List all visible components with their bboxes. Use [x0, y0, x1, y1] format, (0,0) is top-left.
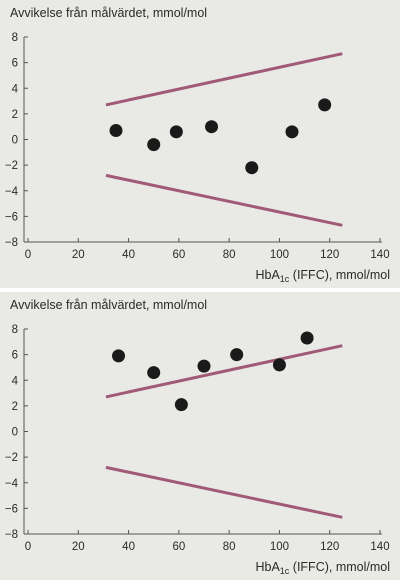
- data-point: [147, 366, 161, 380]
- lower-limit-line: [105, 173, 343, 227]
- x-tick-label: 0: [25, 249, 31, 261]
- y-tick-label: −8: [5, 529, 18, 541]
- x-tick-label: 60: [172, 249, 185, 261]
- x-tick-label: 100: [270, 541, 289, 553]
- x-tick-label: 20: [72, 249, 85, 261]
- y-tick-label: −6: [5, 503, 18, 515]
- x-tick-label: 120: [320, 541, 339, 553]
- x-tick-label: 120: [320, 249, 339, 261]
- x-axis-label: HbA1c (IFFC), mmol/mol: [255, 560, 390, 576]
- x-tick-label: 60: [172, 541, 185, 553]
- data-point: [205, 120, 219, 134]
- data-point: [272, 358, 286, 372]
- data-point: [147, 138, 161, 152]
- y-tick-label: 4: [12, 375, 19, 387]
- x-tick-label: 20: [72, 541, 85, 553]
- x-tick-label: 100: [270, 249, 289, 261]
- x-axis-label-sub: 1c: [280, 566, 290, 576]
- chart-top: Avvikelse från målvärdet, mmol/mol86420−…: [5, 6, 390, 284]
- panel-divider: [0, 288, 400, 292]
- y-tick-label: −6: [5, 211, 18, 223]
- y-tick-label: 4: [12, 83, 19, 95]
- upper-limit-line: [105, 52, 343, 107]
- lower-limit-line: [105, 465, 343, 519]
- data-point: [112, 349, 126, 363]
- data-point: [197, 359, 211, 373]
- x-tick-label: 140: [370, 249, 389, 261]
- y-tick-label: 8: [12, 324, 18, 336]
- y-tick-label: 8: [12, 32, 18, 44]
- chart-bottom: Avvikelse från målvärdet, mmol/mol86420−…: [5, 298, 390, 576]
- y-tick-label: 2: [12, 401, 18, 413]
- x-axis-label-main: HbA: [255, 268, 280, 282]
- y-tick-label: −4: [5, 478, 19, 490]
- x-tick-label: 40: [122, 541, 135, 553]
- y-tick-label: 6: [12, 58, 18, 70]
- x-tick-label: 0: [25, 541, 31, 553]
- x-tick-label: 140: [370, 541, 389, 553]
- y-tick-label: 0: [12, 427, 18, 439]
- y-tick-label: 2: [12, 109, 18, 121]
- y-tick-label: −2: [5, 452, 18, 464]
- chart-panel-top: Avvikelse från målvärdet, mmol/mol 8 6 4 2 0−…: [0, 0, 400, 288]
- data-point: [230, 348, 244, 362]
- x-tick-label: 80: [223, 249, 236, 261]
- x-axis-label: HbA1c (IFFC), mmol/mol: [255, 268, 390, 284]
- data-point: [109, 124, 123, 138]
- data-point: [285, 125, 299, 139]
- y-tick-label: 0: [12, 135, 18, 147]
- x-axis-label-sub: 1c: [280, 274, 290, 284]
- y-tick-label: 6: [12, 350, 18, 362]
- data-point: [169, 125, 183, 139]
- y-tick-label: −2: [5, 160, 18, 172]
- data-point: [300, 331, 314, 345]
- data-point: [245, 161, 259, 175]
- chart-panel-bottom: Avvikelse från målvärdet, mmol/mol 8 6 4 2 0−…: [0, 292, 400, 580]
- data-point: [318, 98, 332, 112]
- x-axis-label-main: HbA: [255, 560, 280, 574]
- y-tick-label: −8: [5, 237, 18, 249]
- x-axis-label-rest: (IFFC), mmol/mol: [289, 560, 390, 574]
- x-axis-label-rest: (IFFC), mmol/mol: [289, 268, 390, 282]
- x-tick-label: 80: [223, 541, 236, 553]
- x-tick-label: 40: [122, 249, 135, 261]
- y-tick-label: −4: [5, 186, 19, 198]
- y-axis-label: Avvikelse från målvärdet, mmol/mol: [10, 6, 207, 20]
- y-axis-label: Avvikelse från målvärdet, mmol/mol: [10, 298, 207, 312]
- data-point: [174, 398, 188, 412]
- upper-limit-line: [105, 344, 343, 399]
